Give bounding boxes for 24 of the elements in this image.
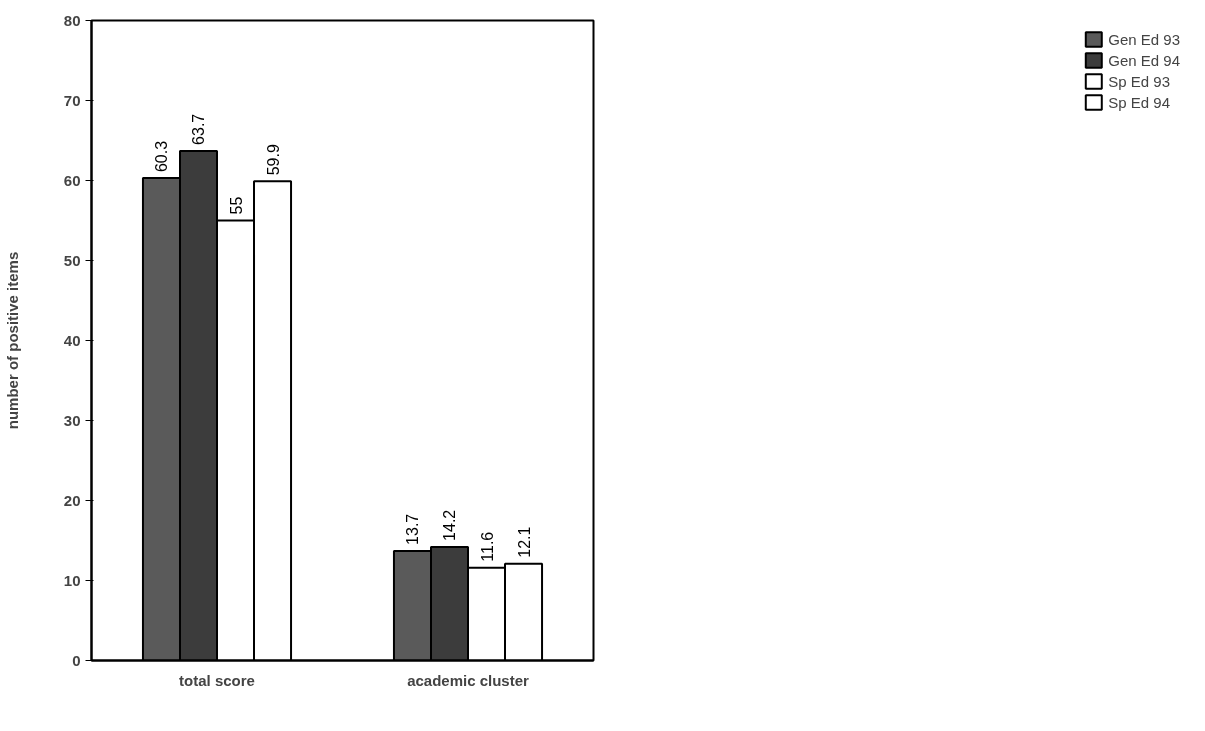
legend-label: Gen Ed 93 (1108, 30, 1180, 48)
y-tick-label: 80 (63, 11, 81, 29)
data-label: 60.3 (153, 140, 171, 173)
y-tick-label: 20 (63, 491, 81, 509)
y-axis-title: number of positive items (3, 251, 21, 430)
data-label: 11.6 (478, 531, 496, 562)
y-tick-label: 40 (63, 331, 81, 349)
x-tick-label: total score (179, 671, 255, 689)
data-label: 13.7 (404, 513, 422, 545)
y-tick-label: 10 (63, 571, 81, 589)
x-tick-label: academic cluster (407, 671, 530, 689)
y-tick-label: 0 (72, 651, 81, 669)
data-label: 14.2 (441, 509, 459, 541)
legend-label: Sp Ed 94 (1108, 93, 1170, 111)
y-tick-label: 50 (63, 251, 81, 269)
y-tick-label: 30 (63, 411, 81, 429)
data-label: 55 (227, 196, 245, 215)
legend-label: Gen Ed 94 (1108, 51, 1180, 69)
y-tick-label: 70 (63, 91, 81, 109)
data-label: 59.9 (264, 144, 282, 176)
data-label: 63.7 (190, 113, 208, 145)
data-label: 12.1 (515, 526, 533, 558)
legend-label: Sp Ed 93 (1108, 72, 1170, 90)
y-tick-label: 60 (63, 171, 81, 189)
